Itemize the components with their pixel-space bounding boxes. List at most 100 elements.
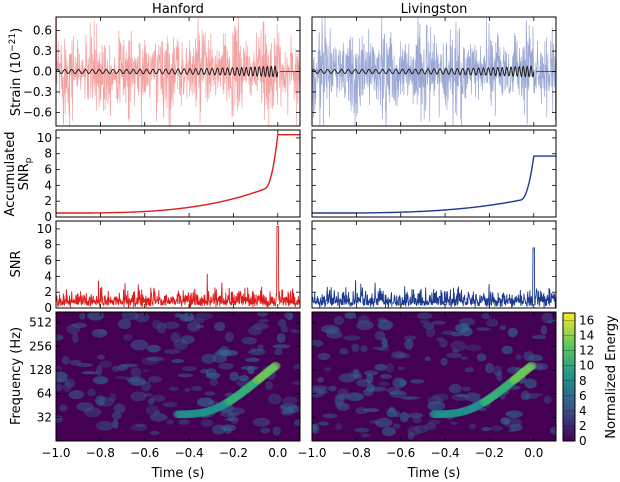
snr-ylabel: SNR [9, 250, 24, 277]
livingston-spec-blob [344, 312, 357, 319]
hanford-spec-blob [230, 416, 239, 425]
hanford-spec-blob [274, 348, 283, 356]
livingston-spec-blob [392, 423, 401, 429]
hanford-spec-blob [187, 321, 201, 332]
hanford-spec-blob [143, 392, 154, 398]
hanford-spec-blob [293, 364, 300, 370]
hanford-spec-blob [277, 319, 287, 328]
xtick-label: −0.6 [130, 446, 159, 460]
hanford-spec-blob [230, 412, 240, 417]
hanford-spec-blob [87, 312, 104, 321]
ytick-label: −0.3 [23, 85, 52, 99]
xtick-label: −0.8 [342, 446, 371, 460]
livingston-spec-blob [380, 373, 392, 379]
ytick-label: 0.3 [33, 44, 52, 58]
hanford-spec-blob [141, 380, 152, 392]
panels: 0.60.30.0−0.3−0.610864201086420512256128… [23, 16, 557, 460]
hanford-spec-blob [200, 419, 214, 427]
hanford-spec-blob [204, 391, 216, 396]
hanford-spec-blob [224, 417, 240, 422]
livingston-strain-panel [311, 16, 557, 127]
hanford-spec-blob [130, 391, 147, 402]
hanford-spec-blob [130, 367, 142, 378]
ytick-label: 128 [29, 363, 52, 377]
livingston-spec-blob [490, 425, 504, 432]
livingston-spec-blob [427, 400, 446, 411]
xtick-label: 0.0 [268, 446, 287, 460]
hanford-spec-blob [56, 383, 64, 392]
hanford-spec-blob [224, 331, 234, 343]
hanford-spec-blob [180, 335, 195, 344]
hanford-spec-blob [68, 390, 85, 400]
livingston-spec-blob [450, 421, 458, 425]
ytick-label: 8 [44, 147, 52, 161]
livingston-spec-blob [357, 315, 370, 325]
livingston-accum-curve [312, 155, 556, 214]
hanford-spec-blob [272, 426, 281, 436]
livingston-spec-blob [336, 402, 350, 412]
livingston-spec-panel: −1.0 −0.8 −0.6 −0.4 −0.2 0.0 [297, 311, 557, 460]
livingston-spec-blob [378, 347, 390, 352]
livingston-spec-blob [547, 319, 556, 324]
hanford-strain-panel: 0.6 0.3 0.0 −0.3 −0.6 [23, 16, 301, 127]
livingston-spec-blob [352, 368, 360, 377]
hanford-spec-blob [164, 349, 181, 354]
ytick-label: 4 [44, 269, 52, 283]
livingston-spec-blob [317, 376, 324, 383]
hanford-accum-frame [55, 129, 301, 218]
hanford-spec-blob [59, 404, 68, 412]
xtick-label: 0.0 [524, 446, 543, 460]
livingston-accum-frame [311, 129, 557, 218]
livingston-spec-blob [448, 383, 462, 394]
hanford-spec-blob [291, 380, 300, 386]
hanford-spec-blob [228, 407, 246, 415]
livingston-snr-frame [311, 220, 557, 309]
livingston-spec-blob [525, 393, 544, 397]
xtick-label: −0.2 [219, 446, 248, 460]
livingston-spec-blob [339, 348, 349, 355]
hanford-spec-blob [96, 420, 114, 431]
hanford-spec-blob [216, 348, 229, 354]
hanford-spec-blob [142, 369, 149, 373]
livingston-spec-blob [468, 423, 477, 430]
livingston-spec-blob [322, 413, 338, 419]
livingston-spec-blob [407, 426, 421, 436]
hanford-spec-frame [55, 311, 301, 442]
colorbar-tick-label: 16 [579, 314, 594, 328]
livingston-spec-blob [377, 319, 393, 331]
ytick-label: 6 [44, 163, 52, 177]
hanford-spec-blob [173, 339, 189, 350]
hanford-spec-blob [264, 381, 274, 391]
livingston-spec-blob [460, 356, 469, 360]
livingston-spec-blob [351, 343, 360, 353]
livingston-spec-blob [381, 337, 388, 349]
livingston-spec-blob [427, 419, 441, 425]
hanford-spec-blob [117, 318, 132, 330]
livingston-spec-blob [363, 370, 379, 376]
hanford-spec-blob [87, 388, 96, 397]
livingston-strain-waveform [312, 65, 535, 78]
livingston-spec-blob [424, 423, 437, 430]
livingston-spec-blob [440, 357, 448, 366]
hanford-spec-blob [71, 322, 87, 329]
livingston-spec-blob [335, 402, 348, 409]
hanford-spec-blob [91, 328, 108, 338]
hanford-spec-blob [220, 410, 232, 418]
livingston-spec-blob [431, 320, 446, 325]
ytick-label: 32 [37, 410, 52, 424]
hanford-spec-blob [128, 376, 146, 386]
colorbar-tick-label: 2 [579, 419, 587, 433]
livingston-spec-blob [324, 367, 332, 372]
hanford-strain-plot [56, 17, 300, 126]
strain-ylabel: Strain (10−21) [8, 28, 24, 116]
livingston-spec-blob [507, 327, 518, 338]
livingston-spec-blob [346, 392, 364, 402]
hanford-spec-blob [126, 376, 141, 382]
hanford-spec-blob [282, 396, 298, 405]
hanford-spec-blob [171, 358, 185, 364]
colorbar-tick-label: 6 [579, 389, 587, 403]
hanford-spec-blob [168, 386, 179, 391]
hanford-spec-blob [290, 328, 297, 333]
livingston-spec-blob [499, 325, 507, 330]
